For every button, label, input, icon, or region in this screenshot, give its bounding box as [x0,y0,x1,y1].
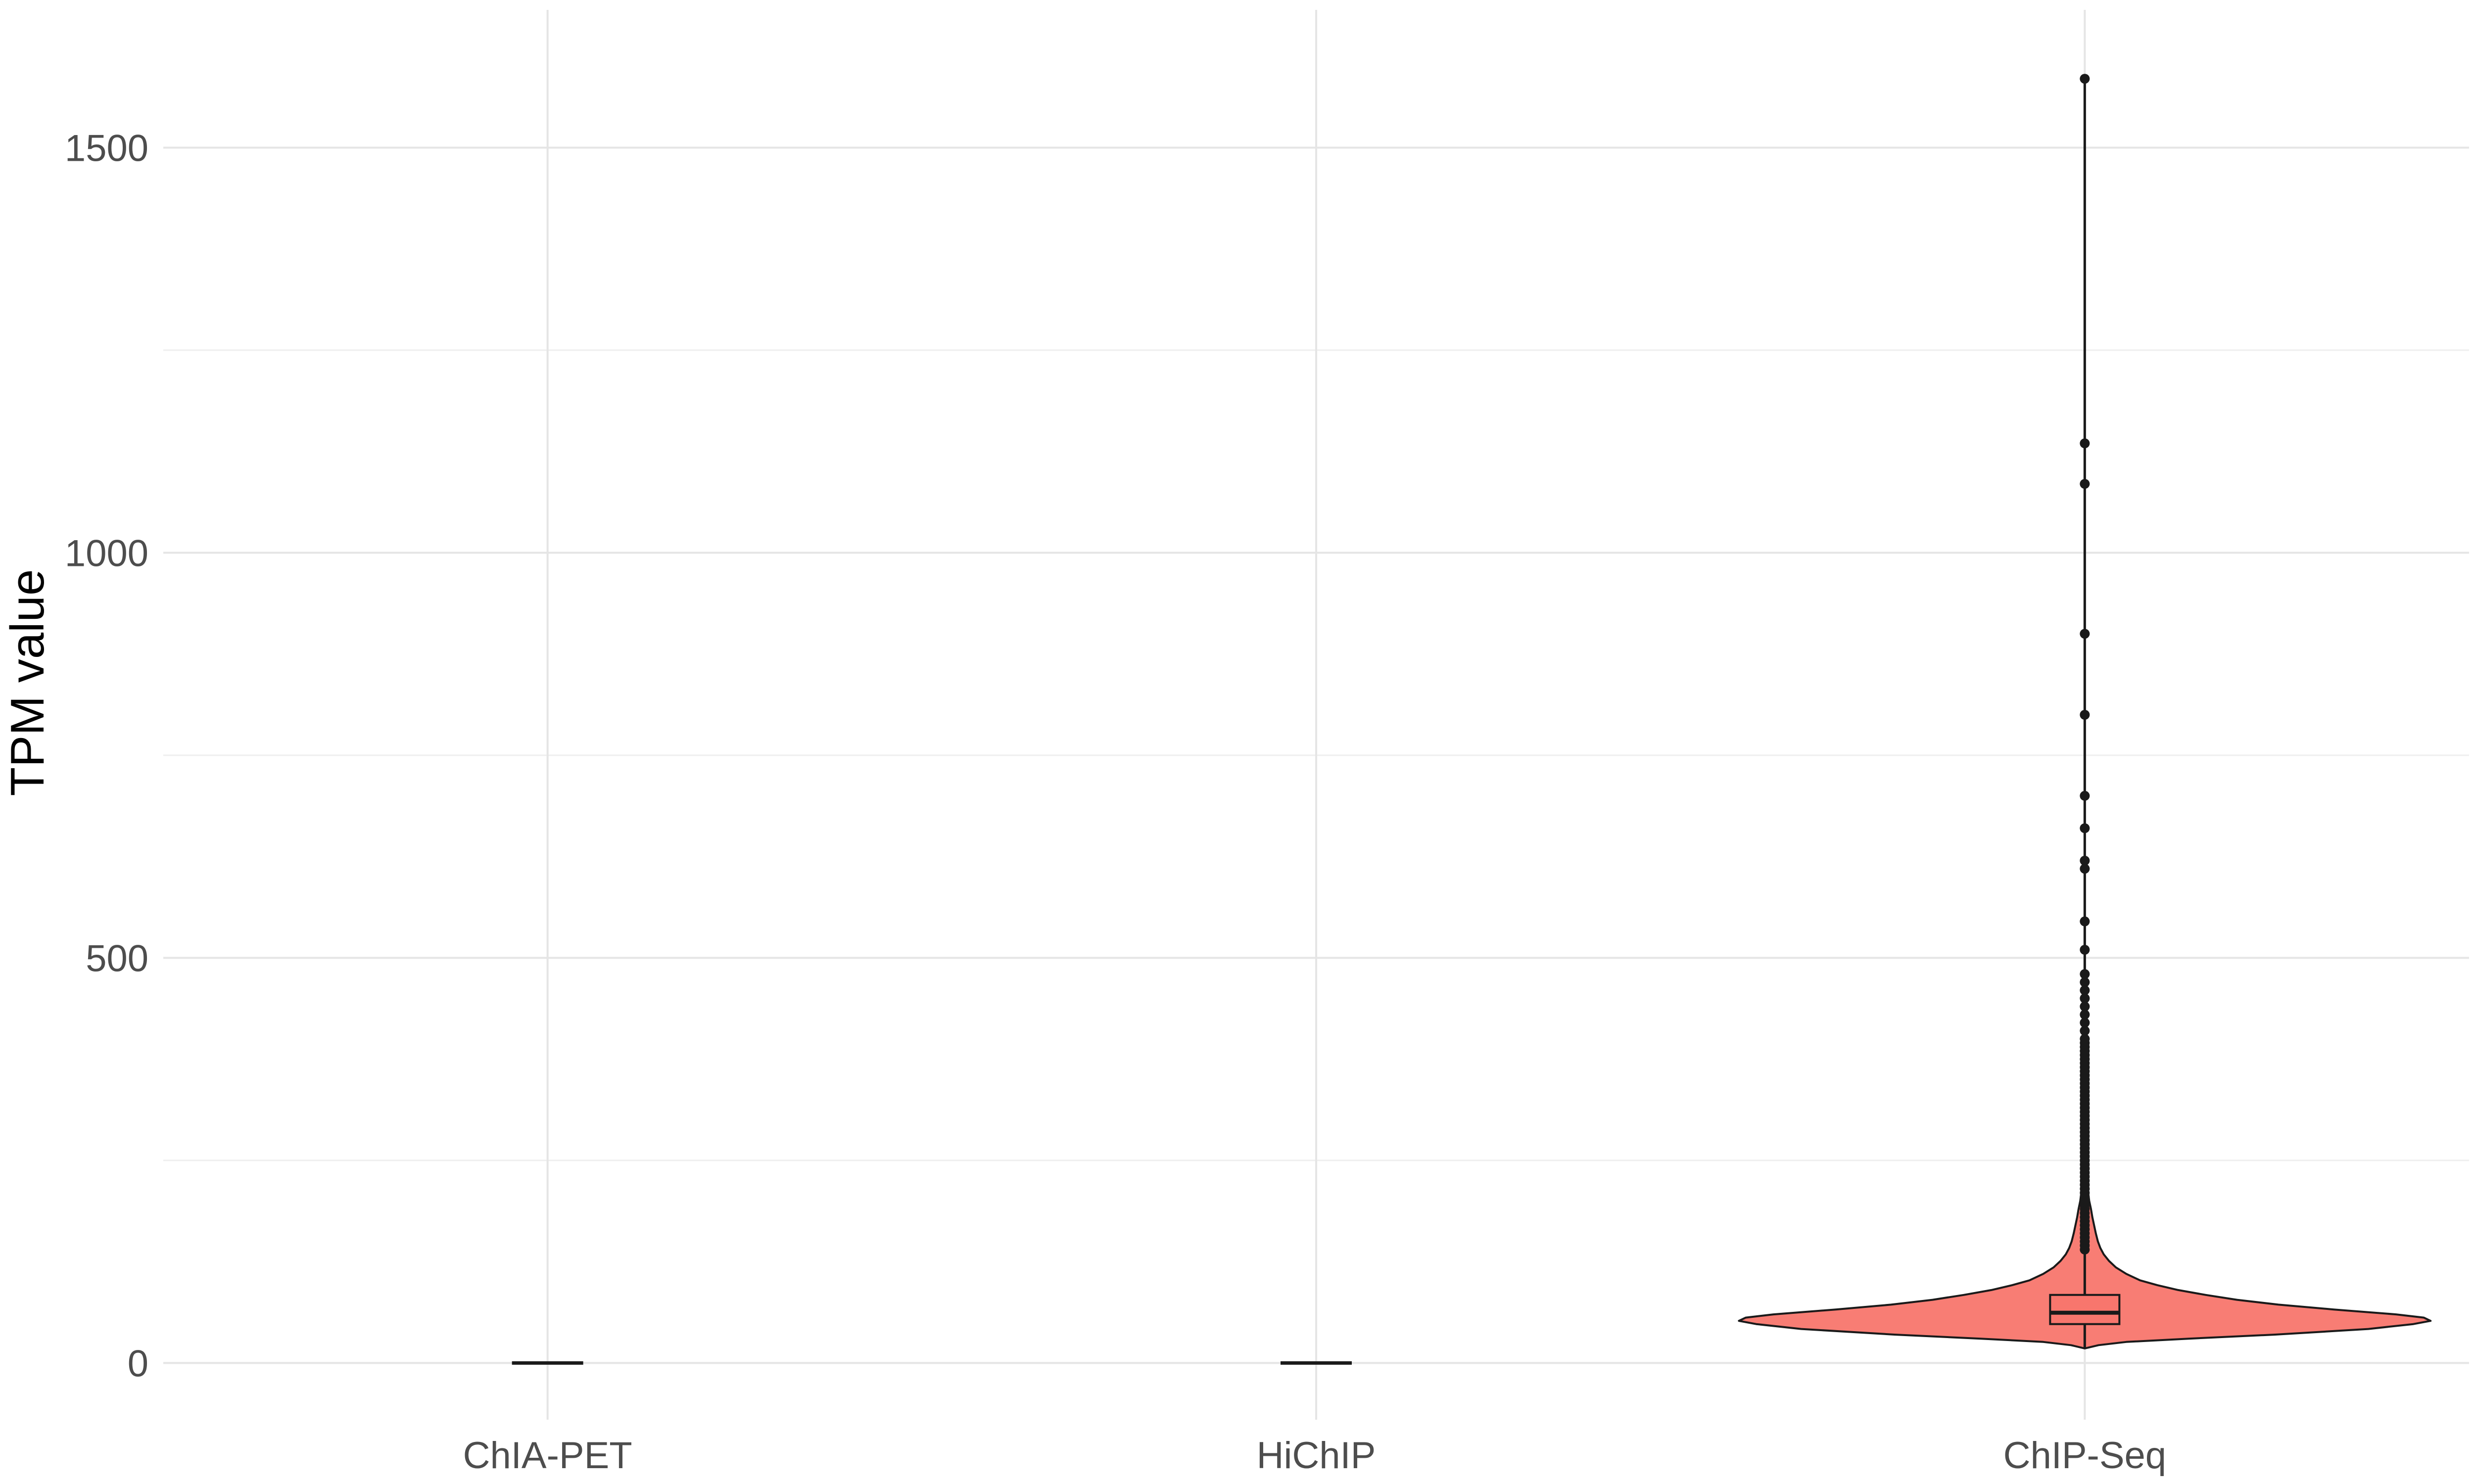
outlier-point-ChIP-Seq-58 [2080,985,2090,995]
outlier-point-ChIP-Seq-60 [2080,969,2090,979]
outlier-point-ChIP-Seq-71 [2080,74,2090,84]
gridlines [163,10,2469,1420]
outlier-point-ChIP-Seq-56 [2080,1001,2090,1012]
violins [512,1175,2432,1365]
outlier-point-ChIP-Seq-66 [2080,790,2090,801]
outlier-point-ChIP-Seq-59 [2080,977,2090,987]
x-tick-label-1: HiChIP [1257,1435,1376,1477]
outlier-point-ChIP-Seq-63 [2080,864,2090,874]
outlier-point-ChIP-Seq-53 [2080,1025,2090,1036]
y-tick-label-0: 0 [128,1343,148,1385]
outlier-point-ChIP-Seq-52 [2080,1034,2090,1044]
y-tick-label-1: 500 [86,937,148,979]
y-axis-title: TPM value [1,569,54,796]
y-tick-labels: 0 500 1000 1500 [65,127,148,1385]
outlier-point-ChIP-Seq-68 [2080,629,2090,639]
outlier-point-ChIP-Seq-65 [2080,823,2090,834]
outlier-point-ChIP-Seq-67 [2080,710,2090,720]
outlier-point-ChIP-Seq-57 [2080,993,2090,1004]
outlier-point-ChIP-Seq-70 [2080,438,2090,449]
x-tick-labels: ChIA-PET HiChIP ChIP-Seq [463,1435,2166,1477]
outlier-point-ChIP-Seq-69 [2080,479,2090,489]
outlier-points [2080,74,2090,1255]
outlier-point-ChIP-Seq-64 [2080,855,2090,866]
y-tick-label-3: 1500 [65,127,148,169]
outlier-point-ChIP-Seq-62 [2080,916,2090,927]
x-tick-label-2: ChIP-Seq [2003,1435,2167,1477]
outlier-point-ChIP-Seq-54 [2080,1018,2090,1028]
outlier-point-ChIP-Seq-61 [2080,945,2090,955]
y-tick-label-2: 1000 [65,532,148,574]
box-ChIP-Seq [2049,1294,2121,1325]
x-tick-label-0: ChIA-PET [463,1435,632,1477]
outlier-point-ChIP-Seq-55 [2080,1010,2090,1020]
